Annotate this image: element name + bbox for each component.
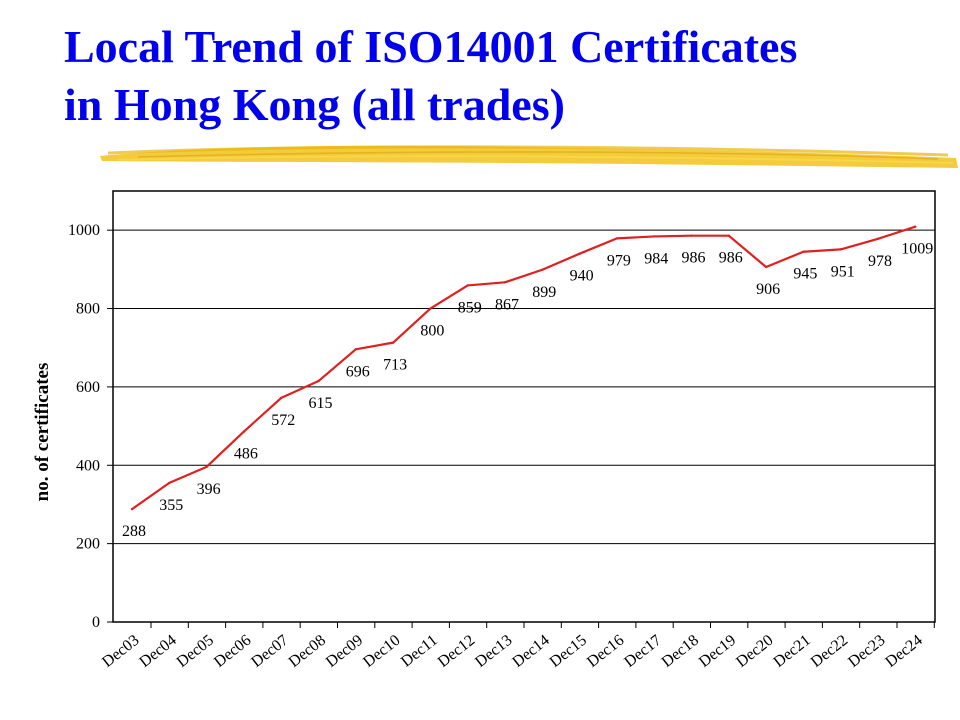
x-tick-label-Dec17: Dec17 [621,632,664,671]
data-label-Dec16: 979 [607,252,631,269]
data-label-Dec10: 713 [383,357,407,374]
data-point-Dec07 [280,396,283,400]
data-point-Dec21 [802,250,805,253]
x-tick-label-Dec09: Dec09 [323,632,366,671]
x-tick-label-Dec11: Dec11 [398,632,441,671]
data-label-Dec06: 486 [234,446,258,463]
y-tick-label-200: 200 [76,536,100,553]
data-point-Dec23 [876,237,880,241]
data-label-Dec07: 572 [271,412,295,429]
x-tick-label-Dec21: Dec21 [770,632,813,671]
brush-stroke-streak-3 [137,151,939,160]
data-label-Dec11: 800 [420,323,444,340]
y-axis-ticks: 0 200 400 600 800 1000 [68,222,113,631]
data-label-Dec21: 945 [793,266,817,283]
x-tick-label-Dec16: Dec16 [584,632,627,671]
x-tick-label-Dec12: Dec12 [435,632,478,671]
data-label-Dec05: 396 [197,481,221,498]
x-tick-label-Dec24: Dec24 [882,632,925,671]
data-label-Dec04: 355 [159,497,183,514]
data-point-Dec05 [205,465,208,469]
y-tick-label-400: 400 [76,457,100,474]
x-axis-ticks: Dec03Dec04Dec05Dec06Dec07Dec08Dec09Dec10… [99,622,935,671]
y-tick-label-0: 0 [92,614,100,631]
data-point-Dec08 [317,379,320,383]
data-label-Dec17: 984 [644,250,668,267]
data-point-Dec10 [391,341,395,344]
data-label-Dec15: 940 [570,268,594,285]
data-point-Dec14 [541,268,544,271]
x-tick-label-Dec23: Dec23 [845,632,888,671]
data-labels: 288 355 396 486 572 615 696 713 800 859 867 899 940 9… [122,241,933,541]
slide-title-line-1: Local Trend of ISO14001 Certificates [64,21,798,72]
x-tick-label-Dec18: Dec18 [659,632,702,671]
data-label-Dec18: 986 [682,250,706,267]
data-point-Dec11 [429,307,432,310]
slide-title: Local Trend of ISO14001 Certificates in … [64,18,944,134]
data-point-Dec06 [242,430,246,433]
y-tick-label-1000: 1000 [68,222,100,239]
x-tick-label-Dec03: Dec03 [99,632,142,671]
data-label-Dec09: 696 [346,363,370,380]
x-tick-label-Dec05: Dec05 [174,632,217,671]
data-label-Dec22: 951 [831,263,855,280]
data-point-Dec18 [690,234,693,237]
x-tick-label-Dec06: Dec06 [211,632,254,671]
data-label-Dec20: 906 [756,281,780,298]
data-label-Dec14: 899 [532,284,556,301]
x-tick-label-Dec10: Dec10 [360,632,403,671]
x-tick-label-Dec07: Dec07 [248,632,291,671]
data-label-Dec23: 978 [868,253,892,270]
y-tick-label-600: 600 [76,379,100,396]
brush-stroke-streak-2 [117,155,954,164]
data-point-Dec22 [839,248,842,251]
data-point-Dec20 [764,265,768,269]
x-tick-label-Dec13: Dec13 [472,632,515,671]
series-group [130,225,917,511]
y-axis-label: no. of certificates [32,363,53,502]
slide-title-line-2: in Hong Kong (all trades) [64,79,565,130]
brush-stroke-streak-1 [107,145,949,157]
series-line-0 [131,225,916,511]
data-label-Dec19: 986 [719,250,743,267]
plot-area-frame [112,190,936,623]
x-tick-label-Dec22: Dec22 [808,632,851,671]
data-point-Dec24 [914,225,917,228]
x-tick-label-Dec14: Dec14 [509,632,552,671]
data-point-Dec16 [615,237,619,240]
data-point-Dec13 [503,281,507,284]
x-tick-label-Dec20: Dec20 [733,632,776,671]
data-label-Dec03: 288 [122,523,146,540]
x-tick-label-Dec04: Dec04 [136,632,179,671]
data-point-Dec03 [130,507,134,511]
gridlines [113,229,935,545]
data-label-Dec24: 1009 [901,241,933,258]
data-point-Dec09 [354,348,357,351]
data-label-Dec13: 867 [495,296,519,313]
data-point-Dec19 [727,234,730,237]
data-label-Dec08: 615 [309,395,333,412]
y-tick-label-800: 800 [76,301,100,318]
x-tick-label-Dec19: Dec19 [696,632,739,671]
data-point-Dec12 [466,284,469,287]
data-point-Dec15 [578,252,581,255]
data-label-Dec12: 859 [458,299,482,316]
data-point-Dec17 [653,235,656,238]
x-tick-label-Dec15: Dec15 [547,632,590,671]
x-tick-label-Dec08: Dec08 [286,632,329,671]
data-point-Dec04 [168,481,171,485]
title-underline-brush-stroke [100,145,958,168]
